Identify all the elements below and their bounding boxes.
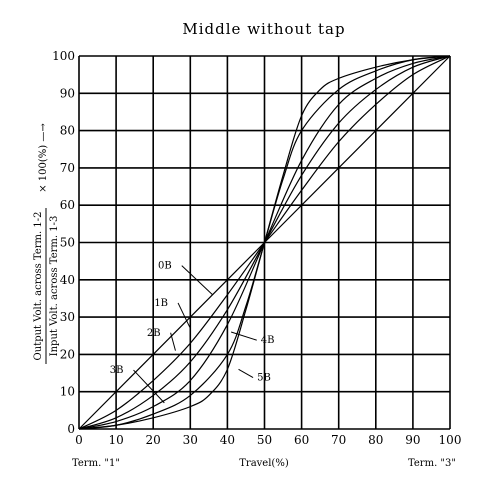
grid xyxy=(78,55,451,430)
annotation-layer: 0B 1B 2B 3B 4B 5B xyxy=(110,261,275,404)
y-tick-label: 50 xyxy=(60,236,75,250)
x-tick-label: 50 xyxy=(257,433,272,447)
y-tick-label: 100 xyxy=(52,49,75,63)
annotation-label-1b: 1B xyxy=(154,298,168,309)
annotation-leader-4b xyxy=(230,331,257,341)
y-axis-label-numerator: Output Volt. across Term. 1-2 xyxy=(33,212,44,361)
x-tick-label: 70 xyxy=(331,433,346,447)
annotation-label-5b: 5B xyxy=(257,373,271,384)
chart-title: Middle without tap xyxy=(182,20,345,38)
annotation-leader-0b xyxy=(181,265,213,296)
x-term-right-label: Term. "3" xyxy=(408,458,456,469)
annotation-label-3b: 3B xyxy=(110,365,124,376)
y-axis-label-denominator: Input Volt. across Term. 1-3 xyxy=(49,216,60,357)
y-tick-label: 40 xyxy=(60,273,75,287)
y-tick-label: 0 xyxy=(67,422,75,436)
annotation-leader-1b xyxy=(177,302,191,329)
y-tick-label: 80 xyxy=(60,124,75,138)
y-tick-label: 90 xyxy=(60,86,75,100)
y-axis-label-suffix: × 100(%) —→ xyxy=(38,123,49,193)
x-tick-label: 20 xyxy=(146,433,161,447)
y-tick-label: 10 xyxy=(60,385,75,399)
x-tick-label: 80 xyxy=(368,433,383,447)
x-tick-label: 40 xyxy=(220,433,235,447)
x-tick-labels: 0 10 20 30 40 50 60 70 80 90 100 xyxy=(75,433,461,447)
annotation-leader-3b xyxy=(133,369,165,404)
x-tick-label: 30 xyxy=(183,433,198,447)
annotation-label-4b: 4B xyxy=(261,335,275,346)
y-tick-labels: 0 10 20 30 40 50 60 70 80 90 100 xyxy=(52,49,75,436)
x-tick-label: 10 xyxy=(108,433,123,447)
series-layer xyxy=(78,55,451,430)
x-tick-label: 60 xyxy=(294,433,309,447)
annotation-label-2b: 2B xyxy=(147,328,161,339)
y-axis-label: Output Volt. across Term. 1-2 Input Volt… xyxy=(33,123,60,364)
annotation-label-0b: 0B xyxy=(158,261,172,272)
y-tick-label: 60 xyxy=(60,198,75,212)
annotation-leader-5b xyxy=(238,368,254,378)
x-term-left-label: Term. "1" xyxy=(72,458,120,469)
x-tick-label: 90 xyxy=(405,433,420,447)
x-tick-label: 0 xyxy=(75,433,83,447)
y-tick-label: 30 xyxy=(60,310,75,324)
x-tick-label: 100 xyxy=(439,433,462,447)
x-axis-label: Travel(%) xyxy=(239,458,289,469)
y-tick-label: 70 xyxy=(60,161,75,175)
y-tick-label: 20 xyxy=(60,347,75,361)
annotation-leader-2b xyxy=(170,332,176,351)
series-curve-5b xyxy=(78,55,451,430)
